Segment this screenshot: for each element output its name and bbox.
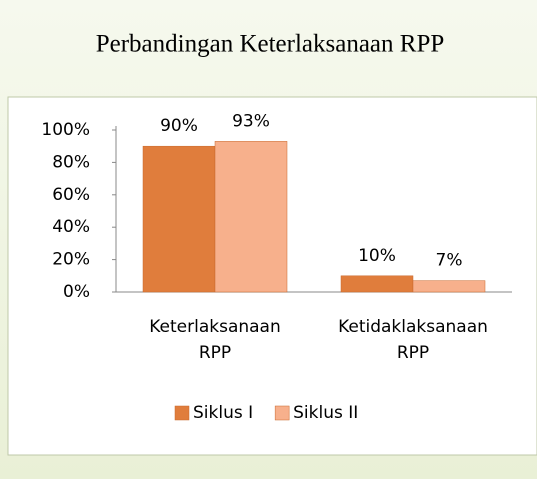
data-label: 93% <box>232 111 270 131</box>
data-label: 90% <box>160 116 198 136</box>
y-tick-label: 100% <box>41 120 90 140</box>
legend-label: Siklus I <box>193 403 253 423</box>
chart-title: Perbandingan Keterlaksanaan RPP <box>96 31 445 58</box>
y-tick-label: 60% <box>52 185 90 205</box>
legend-label: Siklus II <box>293 403 358 423</box>
data-label: 10% <box>358 246 396 266</box>
bar <box>412 280 486 293</box>
bar <box>340 275 414 293</box>
legend-swatch <box>174 405 190 421</box>
y-tick-label: 40% <box>52 217 90 237</box>
bar <box>142 145 216 293</box>
x-tick-label: Keterlaksanaan RPP <box>149 317 281 363</box>
x-tick-label: Ketidaklaksanaan RPP <box>338 317 488 363</box>
data-label: 7% <box>436 251 463 271</box>
legend-swatch <box>274 405 290 421</box>
y-tick-label: 0% <box>63 282 90 302</box>
y-tick-label: 80% <box>52 152 90 172</box>
bar <box>214 141 288 293</box>
y-tick-label: 20% <box>52 250 90 270</box>
